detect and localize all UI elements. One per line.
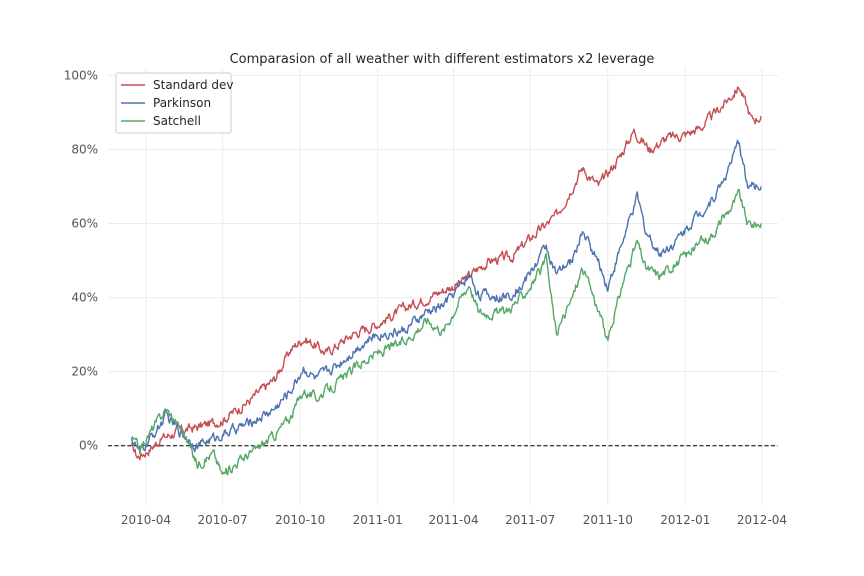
legend-label: Satchell [153,114,201,128]
series-lines [130,86,762,476]
x-tick-label: 2012-04 [737,513,787,527]
x-tick-label: 2011-07 [505,513,555,527]
y-tick-label: 40% [71,291,98,305]
series-line-2 [130,139,762,453]
x-tick-label: 2010-10 [275,513,325,527]
y-tick-label: 20% [71,365,98,379]
grid [108,68,778,505]
y-tick-label: 80% [71,142,98,156]
legend-box [115,72,232,134]
x-tick-label: 2011-04 [428,513,478,527]
legend-label: Standard dev [153,78,234,92]
x-tick-label: 2012-01 [660,513,710,527]
y-tick-label: 60% [71,217,98,231]
x-axis: 2010-04 2010-07 2010-10 2011-01 2011-04 2011-… [121,513,787,527]
y-axis: 0% 20% 40% 60% 80% 100% [64,68,98,452]
legend: Standard dev Parkinson Satchell [115,72,234,134]
y-tick-label: 0% [79,439,98,453]
y-tick-label: 100% [64,68,98,82]
chart-title: Comparasion of all weather with differen… [230,52,655,67]
legend-label: Parkinson [153,96,211,110]
x-tick-label: 2011-10 [583,513,633,527]
series-line-3 [130,188,762,476]
series-line-1 [130,86,762,461]
x-tick-label: 2011-01 [353,513,403,527]
x-tick-label: 2010-04 [121,513,171,527]
x-tick-label: 2010-07 [198,513,248,527]
